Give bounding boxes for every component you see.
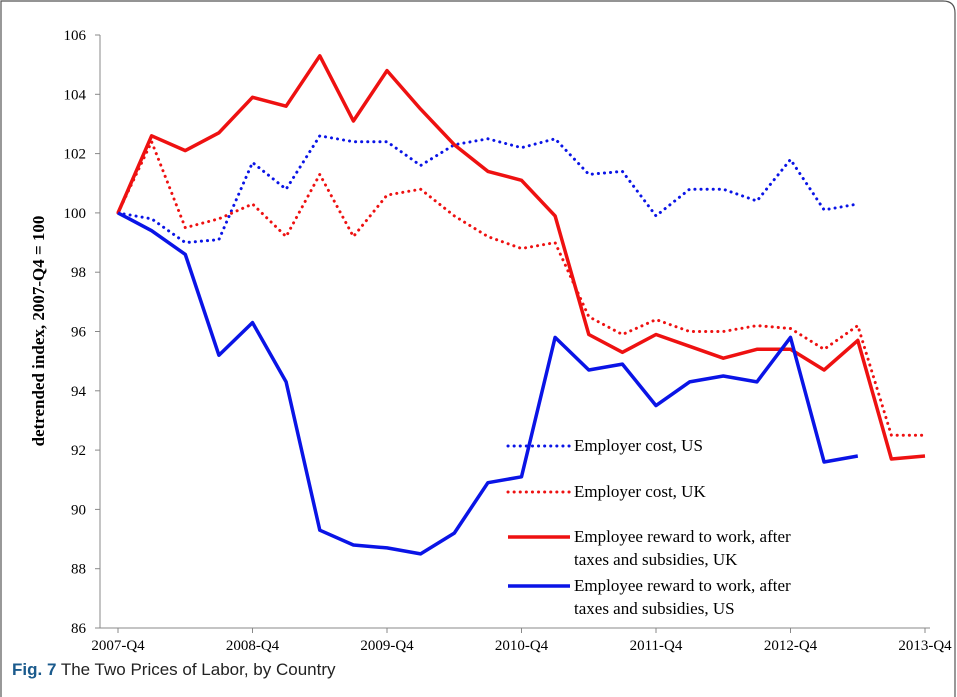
y-tick-label: 104 (64, 87, 87, 103)
y-tick-label: 90 (71, 502, 86, 518)
series-line (117, 211, 859, 556)
y-tick-label: 86 (71, 621, 87, 637)
y-tick-label: 94 (71, 384, 87, 400)
y-tick-label: 92 (71, 443, 86, 459)
y-tick-label: 96 (71, 325, 87, 341)
series-line (116, 54, 926, 461)
series-line (116, 134, 860, 245)
legend-label: Employer cost, UK (574, 482, 706, 501)
y-tick-label: 102 (64, 147, 87, 163)
x-tick-label: 2008-Q4 (226, 638, 280, 654)
x-tick-label: 2013-Q4 (898, 638, 952, 654)
y-axis-label: detrended index, 2007-Q4 = 100 (29, 216, 48, 447)
x-tick-label: 2012-Q4 (764, 638, 818, 654)
y-tick-label: 88 (71, 562, 86, 578)
caption: Fig. 7 The Two Prices of Labor, by Count… (12, 660, 335, 680)
y-tick-label: 100 (64, 206, 87, 222)
x-tick-label: 2009-Q4 (360, 638, 414, 654)
y-tick-label: 106 (64, 28, 87, 44)
series-line (116, 140, 927, 437)
caption-text: The Two Prices of Labor, by Country (60, 660, 336, 679)
legend-label: Employee reward to work, after taxes and… (574, 527, 791, 569)
x-tick-label: 2007-Q4 (91, 638, 145, 654)
x-tick-label: 2011-Q4 (630, 638, 683, 654)
x-tick-label: 2010-Q4 (495, 638, 549, 654)
legend-label: Employer cost, US (574, 436, 703, 455)
caption-label: Fig. 7 (12, 660, 57, 679)
legend-label: Employee reward to work, after taxes and… (574, 576, 791, 618)
y-tick-label: 98 (71, 265, 86, 281)
